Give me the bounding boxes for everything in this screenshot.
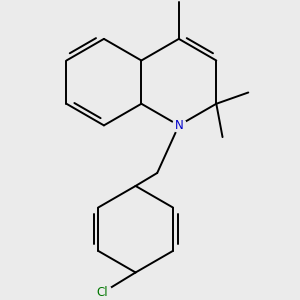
Text: N: N (175, 119, 183, 132)
Text: Cl: Cl (97, 286, 108, 299)
